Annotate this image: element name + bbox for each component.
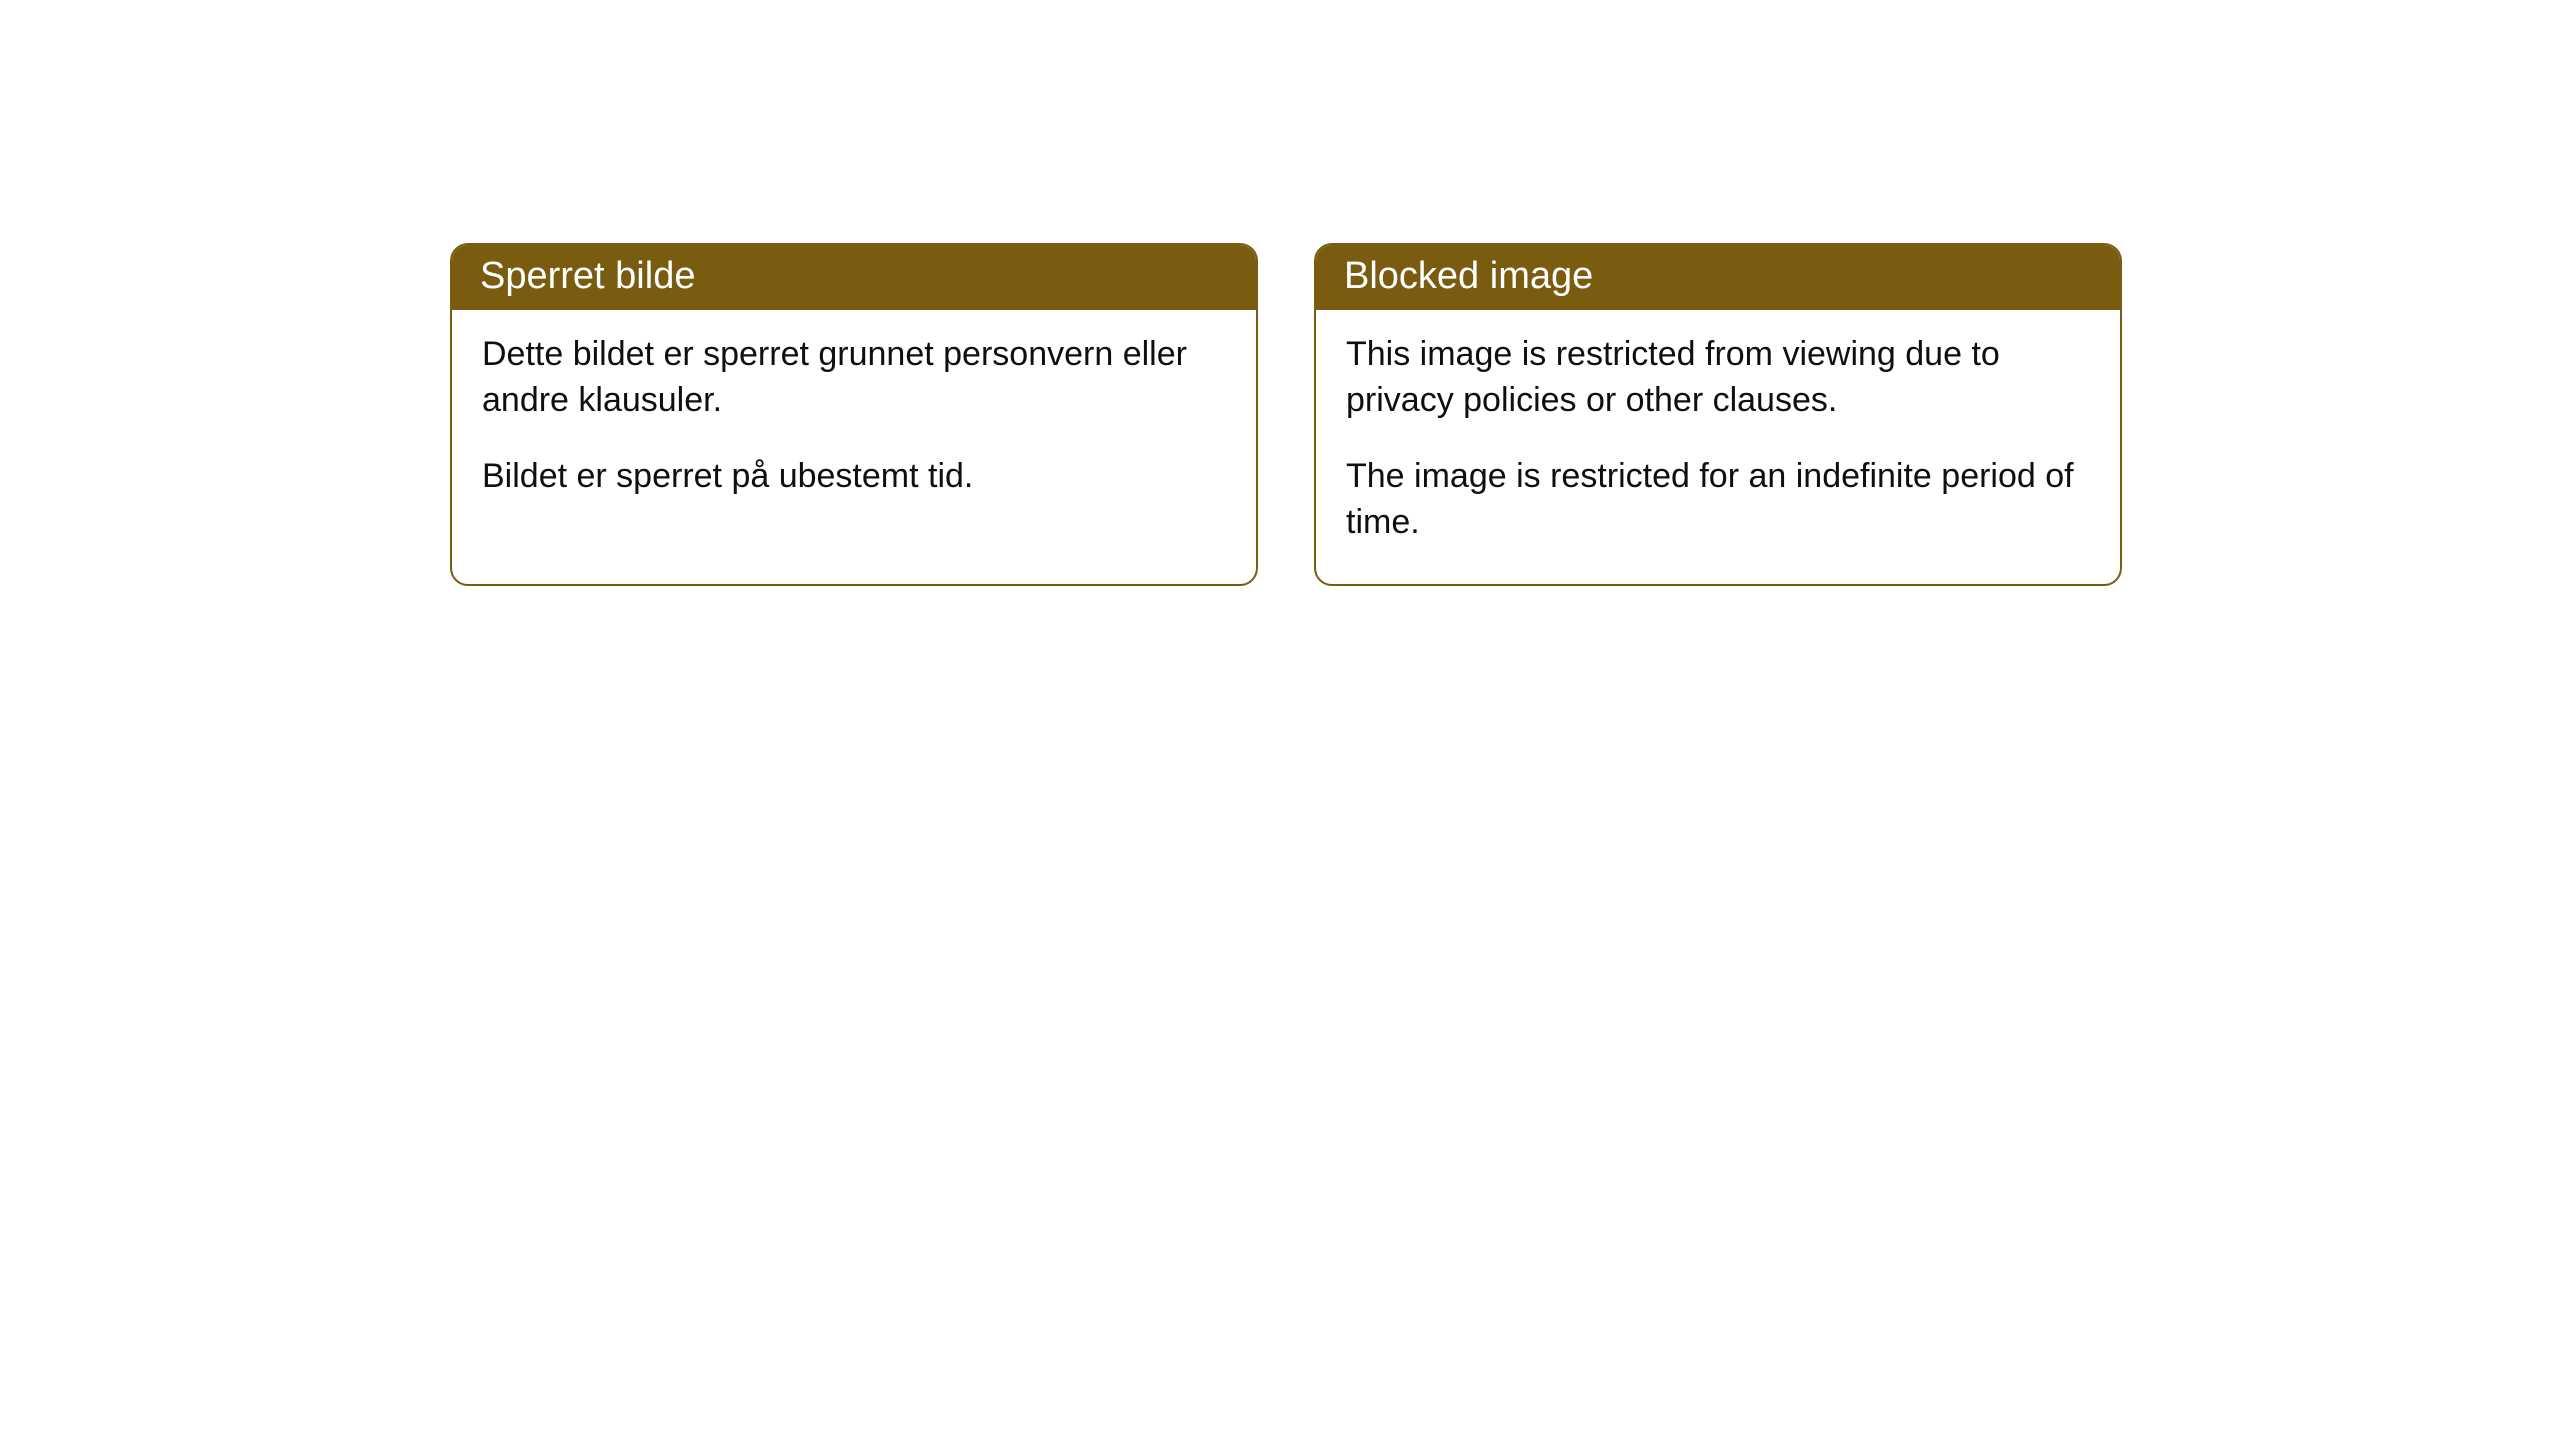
blocked-image-card-english: Blocked image This image is restricted f… [1314,243,2122,586]
card-paragraph: Bildet er sperret på ubestemt tid. [482,454,1226,500]
card-title: Blocked image [1316,245,2120,310]
card-paragraph: This image is restricted from viewing du… [1346,332,2090,424]
card-paragraph: Dette bildet er sperret grunnet personve… [482,332,1226,424]
card-body: This image is restricted from viewing du… [1316,310,2120,584]
card-body: Dette bildet er sperret grunnet personve… [452,310,1256,538]
card-paragraph: The image is restricted for an indefinit… [1346,454,2090,546]
cards-container: Sperret bilde Dette bildet er sperret gr… [450,243,2122,586]
card-title: Sperret bilde [452,245,1256,310]
blocked-image-card-norwegian: Sperret bilde Dette bildet er sperret gr… [450,243,1258,586]
